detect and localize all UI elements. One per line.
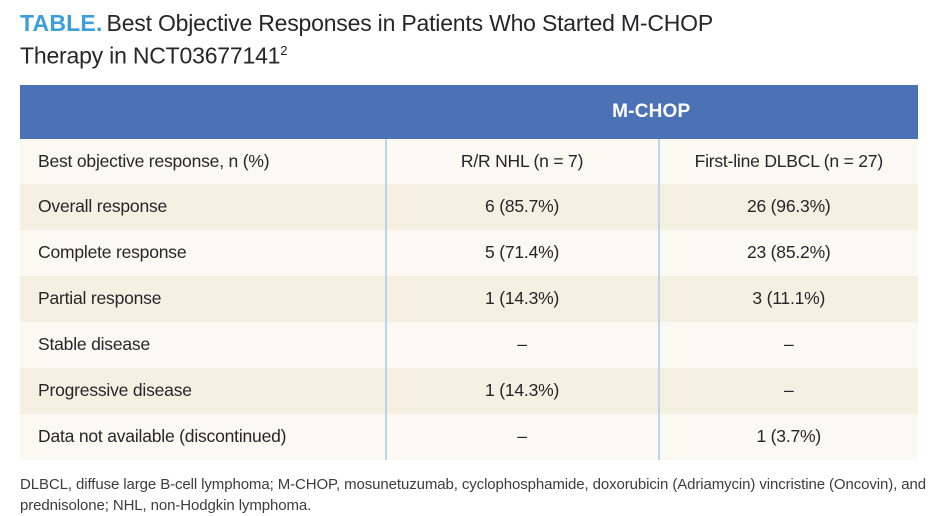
dlbcl-value: 1 (3.7%) — [657, 413, 918, 460]
table-row: Progressive disease 1 (14.3%) – — [20, 367, 918, 414]
column-header-dlbcl: First-line DLBCL (n = 27) — [657, 138, 918, 184]
footnote: DLBCL, diffuse large B-cell lymphoma; M-… — [20, 475, 927, 514]
column-header-response: Best objective response, n (%) — [38, 150, 270, 171]
rr-nhl-value: 1 (14.3%) — [384, 275, 658, 322]
table-tag: TABLE. — [20, 10, 103, 36]
rr-nhl-value: – — [384, 413, 658, 460]
table-group-header: M-CHOP — [20, 84, 918, 139]
group-header-label: M-CHOP — [612, 100, 691, 122]
row-label: Stable disease — [38, 334, 151, 355]
column-header-row: Best objective response, n (%) R/R NHL (… — [20, 138, 918, 184]
table-row: Stable disease – – — [20, 321, 918, 368]
figure-title: TABLE. Best Objective Responses in Patien… — [20, 10, 720, 70]
dlbcl-value: 3 (11.1%) — [657, 275, 918, 322]
rr-nhl-value: 5 (71.4%) — [384, 229, 658, 276]
dlbcl-value: – — [657, 367, 918, 414]
row-label: Data not available (discontinued) — [38, 426, 287, 447]
table-row: Data not available (discontinued) – 1 (3… — [20, 413, 918, 460]
rr-nhl-value: 6 (85.7%) — [384, 183, 658, 230]
row-label: Partial response — [38, 288, 162, 309]
dlbcl-value: 26 (96.3%) — [657, 183, 918, 230]
dlbcl-value: 23 (85.2%) — [657, 229, 918, 276]
table-row: Partial response 1 (14.3%) 3 (11.1%) — [20, 275, 918, 322]
row-label: Progressive disease — [38, 380, 192, 401]
row-label: Complete response — [38, 242, 187, 263]
table-row: Complete response 5 (71.4%) 23 (85.2%) — [20, 229, 918, 276]
row-label: Overall response — [38, 196, 168, 217]
rr-nhl-value: – — [384, 321, 658, 368]
reference-superscript: 2 — [280, 43, 288, 58]
data-table: M-CHOP Best objective response, n (%) R/… — [20, 84, 918, 460]
table-row: Overall response 6 (85.7%) 26 (96.3%) — [20, 183, 918, 230]
figure-title-text: Best Objective Responses in Patients Who… — [20, 10, 713, 69]
column-header-rr-nhl: R/R NHL (n = 7) — [384, 138, 658, 184]
dlbcl-value: – — [657, 321, 918, 368]
rr-nhl-value: 1 (14.3%) — [384, 367, 658, 414]
